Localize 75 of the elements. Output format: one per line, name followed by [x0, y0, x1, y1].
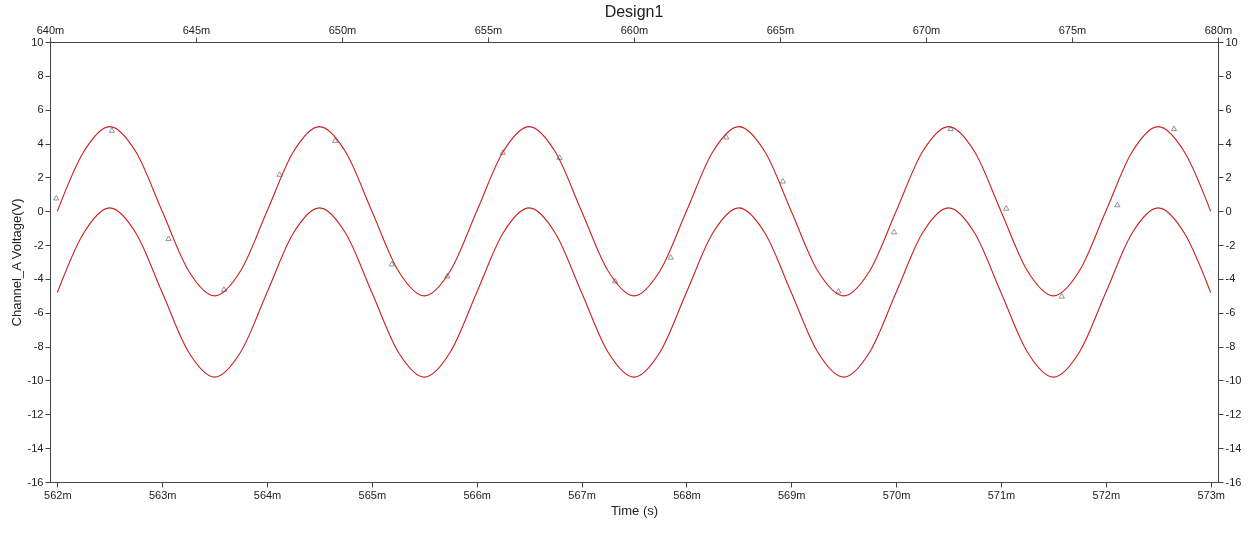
y-tick-label: 6	[37, 103, 44, 116]
point	[108, 127, 115, 133]
y-tick-label: 0	[37, 204, 44, 217]
point	[835, 288, 842, 294]
y2-tick-label: 2	[1225, 170, 1232, 183]
x-axis-title: Time (s)	[610, 502, 659, 518]
x-tick-label: 564m	[253, 488, 282, 501]
y2-tick-label: 4	[1225, 137, 1232, 150]
chart-title: Design1	[604, 3, 664, 20]
y-tick-label: -6	[33, 306, 44, 319]
point	[332, 137, 339, 143]
x-tick-label: 565m	[358, 488, 387, 501]
y2-tick-label: -14	[1225, 441, 1242, 454]
point	[165, 235, 172, 242]
y2-tick-label: -10	[1225, 373, 1242, 386]
y-tick-label: -2	[33, 238, 44, 251]
x-tick-label: 572m	[1092, 488, 1121, 501]
y2-tick-label: -8	[1225, 340, 1236, 353]
x-tick-label: 567m	[568, 488, 596, 501]
y2-tick-label: 10	[1225, 35, 1238, 48]
y-tick-label: 10	[31, 35, 44, 48]
point	[890, 228, 898, 235]
x-tick-label: 566m	[463, 488, 491, 501]
x-tick-label: 569m	[778, 488, 806, 501]
x2-tick-label: 640m	[36, 23, 65, 36]
y-tick-label: -8	[33, 340, 44, 353]
point	[556, 154, 563, 160]
x2-tick-label: 680m	[1204, 23, 1233, 36]
point	[1058, 293, 1065, 299]
x2-tick-label: 650m	[328, 23, 357, 36]
x2-tick-label: 645m	[182, 23, 211, 36]
y2-tick-label: 8	[1225, 69, 1232, 82]
y2-tick-label: 6	[1225, 103, 1232, 116]
point	[388, 260, 395, 267]
x-tick-label: 568m	[673, 488, 701, 501]
x2-tick-label: 665m	[766, 23, 795, 36]
y-tick-label: -4	[33, 272, 44, 285]
y2-tick-label: -6	[1225, 306, 1236, 319]
y-tick-label: 4	[37, 137, 44, 150]
point	[1003, 205, 1010, 211]
point	[499, 149, 507, 155]
y2-tick-label: -4	[1225, 272, 1236, 285]
point	[779, 178, 786, 184]
x-tick-label: 562m	[44, 488, 72, 501]
y-tick-label: -12	[27, 407, 44, 420]
x2-tick-label: 670m	[912, 23, 941, 36]
point	[276, 171, 283, 177]
x-tick-label: 570m	[882, 488, 911, 501]
point	[220, 286, 228, 292]
point	[947, 125, 954, 132]
y-tick-label: 2	[37, 170, 44, 183]
point	[612, 277, 619, 284]
y-tick-label: -14	[27, 441, 44, 454]
line-series	[56, 207, 1212, 378]
x2-tick-label: 660m	[620, 23, 649, 36]
x-tick-label: 571m	[987, 488, 1016, 501]
line-series	[56, 126, 1212, 297]
y2-tick-label: -12	[1225, 407, 1242, 420]
y-tick-label: 8	[37, 69, 44, 82]
x-tick-label: 573m	[1197, 488, 1225, 501]
y2-tick-label: 0	[1225, 204, 1232, 217]
y-tick-label: -10	[27, 373, 44, 386]
point	[667, 254, 674, 260]
y2-tick-label: -2	[1225, 238, 1236, 251]
point	[1114, 201, 1121, 208]
y-axis-title: Channel_A Voltage(V)	[8, 198, 24, 327]
y-tick-label: -16	[27, 475, 44, 488]
point	[53, 194, 60, 201]
point	[444, 272, 451, 279]
x2-tick-label: 655m	[474, 23, 503, 36]
x2-tick-label: 675m	[1058, 23, 1087, 36]
y2-tick-label: -16	[1225, 475, 1242, 488]
point	[723, 134, 730, 140]
point	[1170, 125, 1178, 132]
x-tick-label: 563m	[148, 488, 177, 501]
